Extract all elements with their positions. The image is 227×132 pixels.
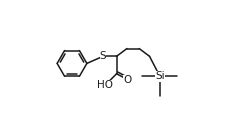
Text: HO: HO	[96, 80, 112, 90]
Text: Si: Si	[154, 71, 164, 81]
Text: S: S	[99, 51, 106, 61]
Text: O: O	[123, 75, 131, 85]
